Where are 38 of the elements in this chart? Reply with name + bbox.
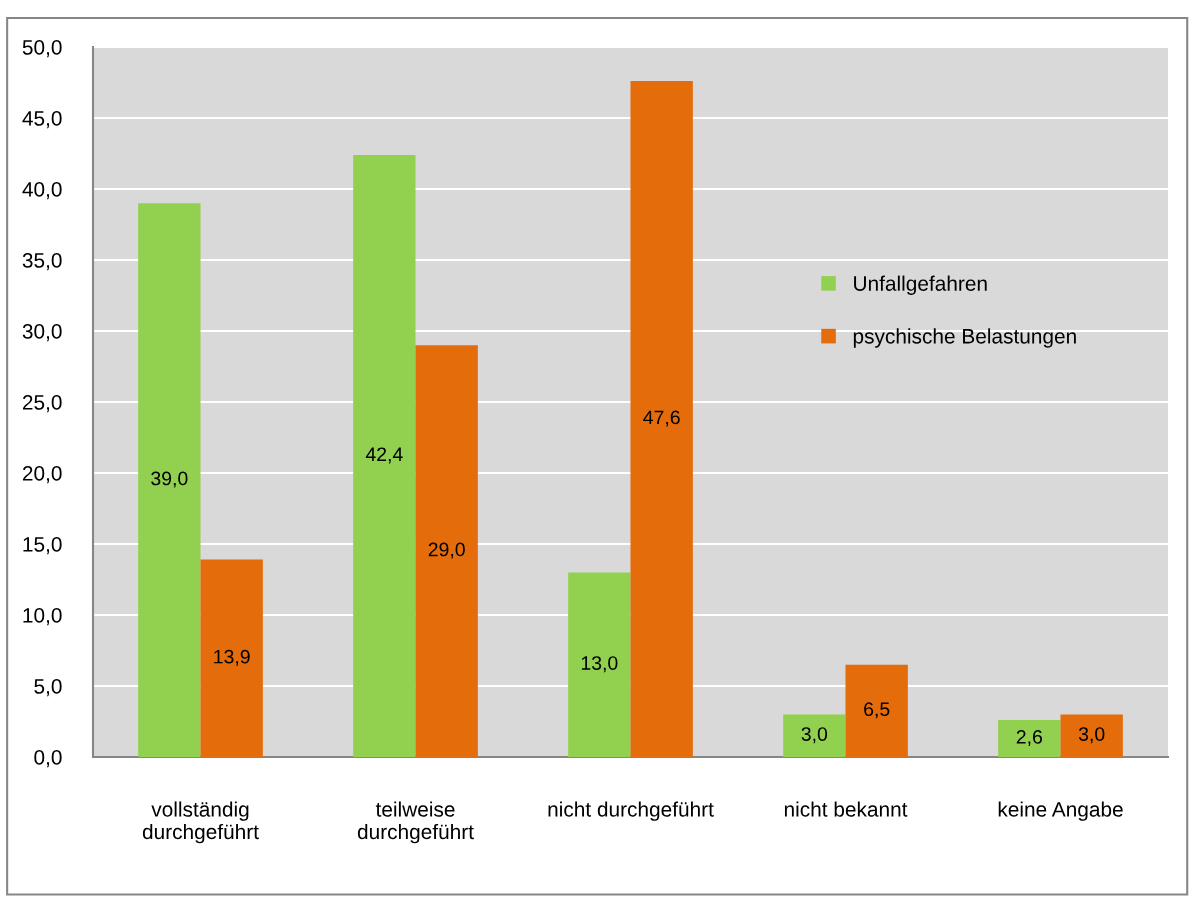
y-tick-label: 50,0 — [22, 40, 62, 58]
y-tick-label: 40,0 — [22, 182, 62, 200]
data-label: 2,6 — [1016, 729, 1042, 747]
data-label: 3,0 — [1078, 727, 1105, 744]
data-label: 13,0 — [581, 656, 618, 673]
data-label: 29,0 — [428, 542, 465, 559]
bar — [200, 559, 263, 757]
bar — [630, 81, 693, 757]
x-tick-label: vollständig durchgeführt — [142, 801, 259, 844]
data-label: 6,5 — [864, 702, 890, 719]
y-tick-label: 45,0 — [22, 111, 62, 129]
y-tick-label: 20,0 — [22, 466, 62, 484]
legend-label: Unfallgefahren — [854, 275, 987, 295]
bar — [1060, 714, 1123, 757]
data-label: 42,4 — [365, 447, 403, 464]
bar — [783, 714, 846, 757]
bar — [138, 203, 201, 757]
data-label: 3,0 — [801, 727, 828, 744]
data-label: 13,9 — [214, 649, 250, 666]
y-tick-label: 5,0 — [34, 679, 62, 697]
data-label: 39,0 — [151, 471, 188, 488]
y-tick-label: 25,0 — [22, 395, 62, 413]
y-tick-label: 15,0 — [23, 537, 62, 555]
data-label: 47,6 — [643, 410, 680, 427]
bar — [415, 345, 478, 757]
bar — [998, 720, 1061, 757]
x-tick-label: nicht bekannt — [784, 801, 908, 817]
y-tick-label: 0,0 — [34, 750, 62, 768]
bar — [568, 572, 631, 757]
x-tick-label: keine Angabe — [998, 801, 1123, 821]
legend-label: psychische Belastungen — [853, 328, 1076, 348]
x-tick-label: teilweise durchgeführt — [357, 801, 474, 844]
y-tick-label: 10,0 — [23, 608, 62, 626]
bar — [845, 664, 908, 757]
y-tick-label: 30,0 — [22, 324, 62, 342]
y-tick-label: 35,0 — [22, 253, 62, 271]
x-tick-label: nicht durchgeführt — [548, 801, 714, 821]
bar — [353, 154, 416, 757]
